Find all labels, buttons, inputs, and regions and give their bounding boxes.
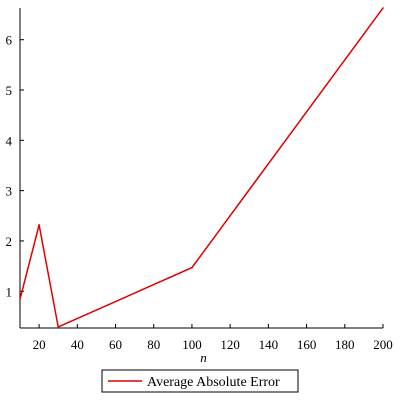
y-ticks: 1 2 3 4 5 6 xyxy=(6,33,24,299)
x-tick-label: 180 xyxy=(335,337,355,352)
x-tick-label: 40 xyxy=(71,337,84,352)
y-tick-label: 6 xyxy=(6,33,13,48)
legend: Average Absolute Error xyxy=(101,369,299,393)
x-tick-label: 20 xyxy=(33,337,46,352)
y-tick-label: 1 xyxy=(6,284,13,299)
x-tick-label: 120 xyxy=(220,337,240,352)
data-point xyxy=(19,298,21,301)
x-tick-label: 140 xyxy=(259,337,279,352)
series-line xyxy=(19,7,384,329)
x-tick-label: 80 xyxy=(147,337,160,352)
data-point xyxy=(191,266,193,269)
legend-box xyxy=(101,369,299,393)
x-tick-label: 60 xyxy=(109,337,122,352)
y-tick-label: 3 xyxy=(6,184,13,199)
x-tick-label: 160 xyxy=(297,337,317,352)
x-tick-label: 200 xyxy=(373,337,393,352)
y-tick-label: 2 xyxy=(6,234,13,249)
legend-label: Average Absolute Error xyxy=(147,375,280,390)
x-tick-label: 100 xyxy=(182,337,202,352)
data-point xyxy=(57,326,60,328)
y-tick-label: 5 xyxy=(6,83,13,98)
y-tick-label: 4 xyxy=(6,133,13,148)
x-ticks: 20 40 60 80 100 120 140 160 180 200 xyxy=(33,324,393,352)
data-point xyxy=(382,7,384,9)
data-point xyxy=(38,224,40,226)
series-layer xyxy=(19,7,384,329)
x-axis-title: n xyxy=(200,350,207,365)
